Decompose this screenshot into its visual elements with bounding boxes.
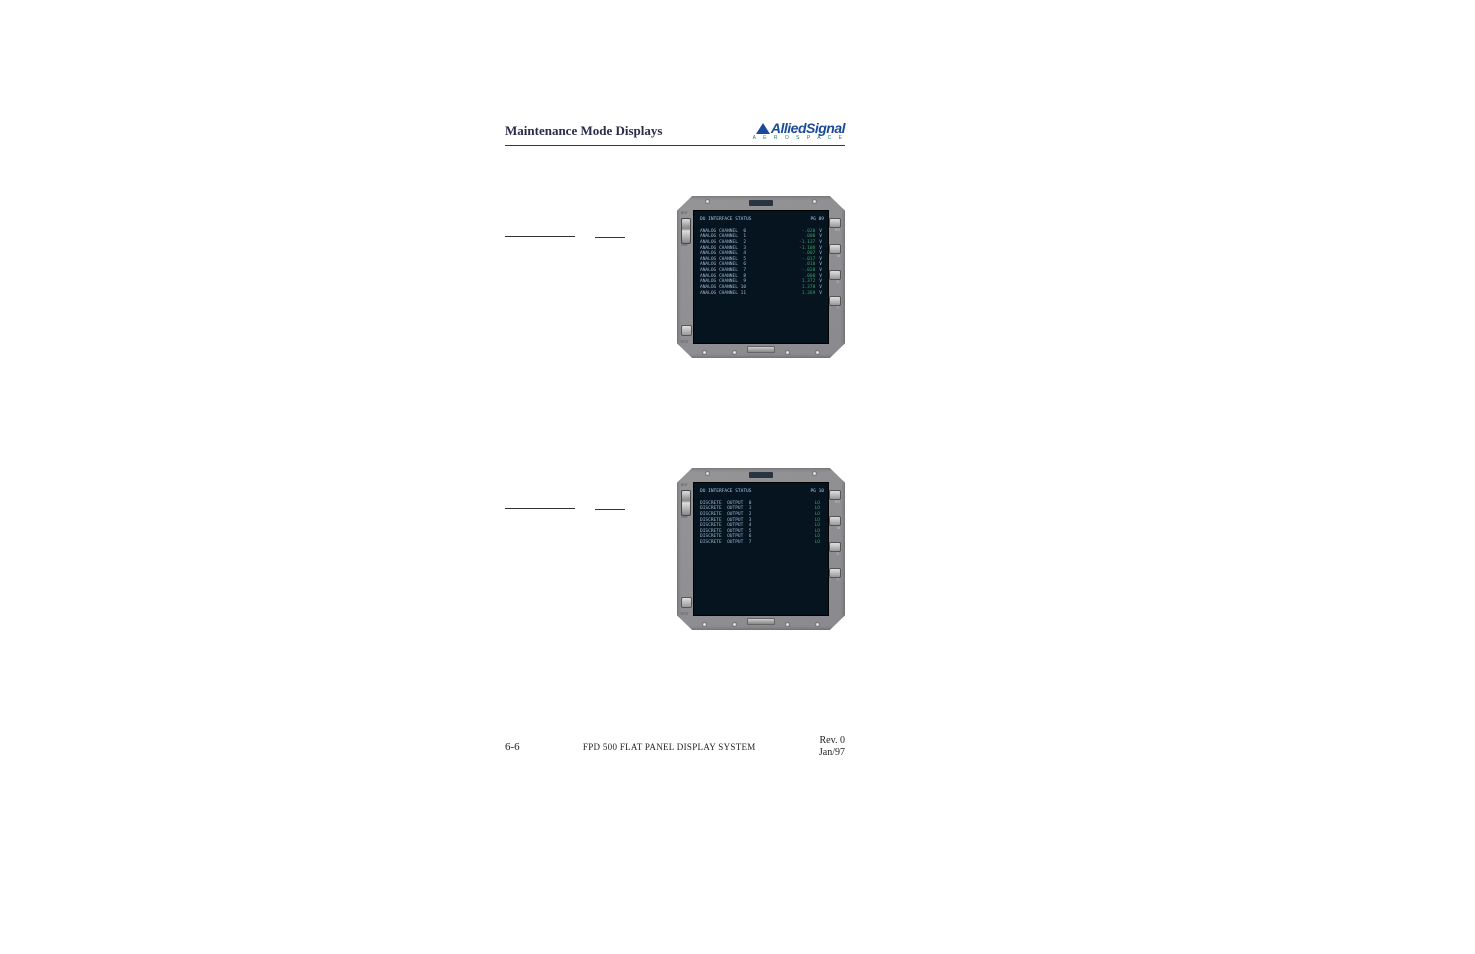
t-label: T [837, 578, 839, 582]
t-button[interactable] [829, 296, 841, 306]
section-label-2 [505, 498, 625, 510]
dim-label: DIM [681, 515, 687, 519]
screen-1: DU INTERFACE STATUS PG 09 ANALOG CHANNEL… [693, 210, 829, 344]
row-unit: V [819, 291, 824, 297]
t-button[interactable] [829, 568, 841, 578]
dim-label: DIM [681, 243, 687, 247]
footer-rev-date: Jan/97 [819, 747, 845, 759]
data-row: DISCRETE OUTPUT 7 LO [700, 540, 824, 546]
page-header: Maintenance Mode Displays AlliedSignal A… [505, 120, 845, 146]
page-footer: 6-6 FPD 500 FLAT PANEL DISPLAY SYSTEM Re… [505, 735, 845, 759]
footer-rev: Rev. 0 Jan/97 [819, 735, 845, 759]
card-slot-icon [747, 618, 775, 625]
d-button[interactable] [829, 270, 841, 280]
page-label: PG [835, 228, 840, 232]
screw-icon [785, 622, 790, 627]
mode-label: M [837, 254, 840, 258]
screen-page: PG 09 [810, 217, 824, 223]
screw-icon [732, 622, 737, 627]
mode-button[interactable] [829, 516, 841, 526]
test-button[interactable] [681, 325, 692, 336]
footer-rev-num: Rev. 0 [819, 735, 845, 747]
screw-icon [732, 350, 737, 355]
mode-button[interactable] [829, 244, 841, 254]
screw-icon [705, 471, 710, 476]
test-label: TEST [680, 340, 689, 344]
display-unit-1: BRT DIM TEST PG M D T DU INTERFACE STATU… [677, 196, 845, 358]
brightness-rocker[interactable] [681, 218, 691, 244]
mode-label: M [837, 526, 840, 530]
row-value: LO [815, 540, 824, 546]
screen-page: PG 10 [810, 489, 824, 495]
logo-triangle-icon [756, 123, 770, 134]
screw-icon [705, 199, 710, 204]
screen-title: DU INTERFACE STATUS [700, 489, 751, 495]
logo-text: AlliedSignal [771, 120, 845, 136]
section-panel-2: BRT DIM TEST PG M D T DU INTERFACE STATU… [505, 468, 845, 630]
d-label: D [836, 280, 839, 284]
top-slot-icon [749, 472, 773, 478]
d-label: D [836, 552, 839, 556]
d-button[interactable] [829, 542, 841, 552]
test-label: TEST [680, 612, 689, 616]
brand-logo: AlliedSignal A E R O S P A C E [753, 120, 845, 141]
logo-main: AlliedSignal [756, 120, 845, 136]
screw-icon [812, 199, 817, 204]
brt-label: BRT [681, 211, 688, 215]
screw-icon [812, 471, 817, 476]
footer-doc-title: FPD 500 FLAT PANEL DISPLAY SYSTEM [583, 742, 756, 752]
top-slot-icon [749, 200, 773, 206]
row-value: 1.369 [802, 291, 820, 297]
t-label: T [837, 306, 839, 310]
header-title: Maintenance Mode Displays [505, 123, 662, 139]
display-unit-2: BRT DIM TEST PG M D T DU INTERFACE STATU… [677, 468, 845, 630]
test-button[interactable] [681, 597, 692, 608]
page-button[interactable] [829, 490, 841, 500]
section-label-1 [505, 226, 625, 238]
page-label: PG [835, 500, 840, 504]
brightness-rocker[interactable] [681, 490, 691, 516]
row-label: ANALOG CHANNEL 11 [700, 291, 746, 297]
brt-label: BRT [681, 483, 688, 487]
logo-subtext: A E R O S P A C E [753, 135, 845, 141]
card-slot-icon [747, 346, 775, 353]
screw-icon [702, 622, 707, 627]
row-label: DISCRETE OUTPUT 7 [700, 540, 751, 546]
screw-icon [785, 350, 790, 355]
screw-icon [702, 350, 707, 355]
data-row: ANALOG CHANNEL 11 1.369V [700, 291, 824, 297]
page-button[interactable] [829, 218, 841, 228]
screen-title: DU INTERFACE STATUS [700, 217, 751, 223]
section-panel-1: BRT DIM TEST PG M D T DU INTERFACE STATU… [505, 196, 845, 358]
footer-page-num: 6-6 [505, 741, 520, 753]
screw-icon [815, 622, 820, 627]
screen-2: DU INTERFACE STATUS PG 10 DISCRETE OUTPU… [693, 482, 829, 616]
screw-icon [815, 350, 820, 355]
